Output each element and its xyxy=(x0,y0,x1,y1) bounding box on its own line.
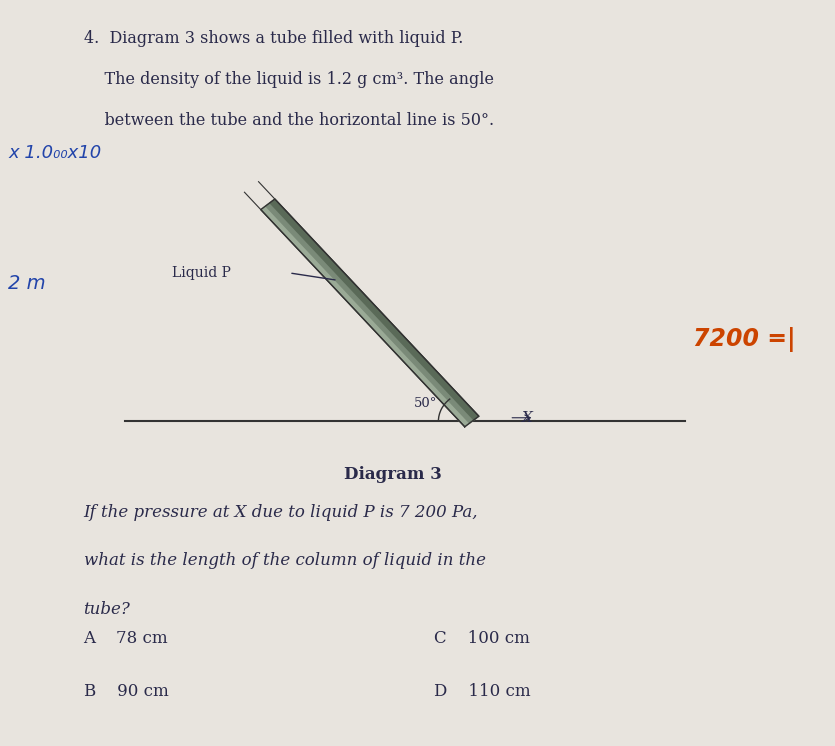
Polygon shape xyxy=(270,199,478,420)
Text: C    100 cm: C 100 cm xyxy=(434,630,530,648)
Text: 50°: 50° xyxy=(414,398,438,410)
Polygon shape xyxy=(266,203,474,423)
Text: between the tube and the horizontal line is 50°.: between the tube and the horizontal line… xyxy=(84,112,493,129)
Text: D    110 cm: D 110 cm xyxy=(434,683,531,700)
Text: If the pressure at X due to liquid P is 7 200 Pa,: If the pressure at X due to liquid P is … xyxy=(84,504,478,521)
Text: Diagram 3: Diagram 3 xyxy=(343,466,442,483)
Polygon shape xyxy=(261,206,469,427)
Text: A    78 cm: A 78 cm xyxy=(84,630,168,648)
Text: tube?: tube? xyxy=(84,601,130,618)
Text: Liquid P: Liquid P xyxy=(172,266,230,280)
Text: 4.  Diagram 3 shows a tube filled with liquid P.: 4. Diagram 3 shows a tube filled with li… xyxy=(84,30,463,47)
Text: The density of the liquid is 1.2 g cm³. The angle: The density of the liquid is 1.2 g cm³. … xyxy=(84,71,493,88)
Text: B    90 cm: B 90 cm xyxy=(84,683,168,700)
Text: 2 m: 2 m xyxy=(8,274,46,293)
Text: what is the length of the column of liquid in the: what is the length of the column of liqu… xyxy=(84,552,485,569)
Text: X: X xyxy=(522,411,533,424)
Text: 7200 =|: 7200 =| xyxy=(693,327,796,352)
Text: x 1.0₀₀x10: x 1.0₀₀x10 xyxy=(8,144,102,162)
